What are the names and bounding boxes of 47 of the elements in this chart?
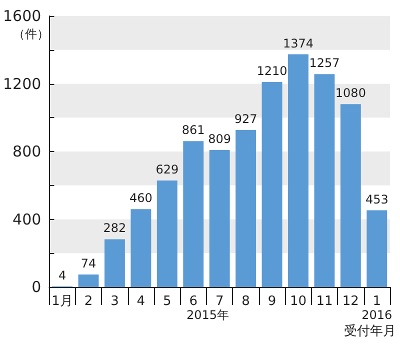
- y-tick-label: 800: [12, 142, 42, 160]
- x-tick-label: 12: [342, 294, 359, 309]
- text: 2016: [362, 308, 392, 322]
- bar: [183, 141, 204, 287]
- x-tick-label: 10: [290, 294, 307, 309]
- data-label: 74: [80, 256, 96, 270]
- data-label: 809: [208, 132, 232, 146]
- x-tick-label: 4: [136, 294, 146, 309]
- bar: [262, 82, 282, 287]
- data-label: 927: [234, 112, 258, 126]
- text: 2015年: [186, 308, 230, 322]
- bar: [288, 54, 308, 287]
- data-label: 453: [365, 192, 388, 206]
- data-label: 1210: [256, 64, 288, 78]
- x-tick-label: 11: [316, 294, 333, 309]
- bar: [104, 239, 125, 287]
- x-tick-label: 2: [84, 294, 93, 309]
- y-tick-label: 1600: [2, 7, 42, 25]
- x-tick-label: 8: [242, 294, 250, 309]
- bar: [78, 274, 99, 287]
- bar: [340, 104, 361, 287]
- bar: [314, 74, 335, 287]
- data-label: 861: [182, 123, 205, 138]
- data-label: 1080: [335, 86, 366, 100]
- x-tick-label: 1月: [52, 294, 73, 309]
- x-tick-label: 9: [268, 294, 276, 309]
- data-label: 1374: [282, 36, 314, 50]
- x-axis-title: 受付年月: [344, 324, 396, 339]
- y-tick-label: 1200: [2, 74, 42, 93]
- x-tick-label: 5: [163, 294, 172, 309]
- x-tick-label: 6: [189, 294, 198, 309]
- y-axis-title: （件）: [13, 27, 50, 41]
- bar: [130, 209, 152, 287]
- bar: [236, 130, 256, 287]
- data-label: 1257: [309, 56, 340, 70]
- x-tick-label: 1: [372, 294, 382, 309]
- y-tick-label: 400: [12, 210, 42, 228]
- bar: [156, 180, 178, 287]
- bar: [209, 150, 230, 287]
- x-tick-label: 7: [215, 294, 224, 309]
- data-label: 282: [103, 221, 126, 236]
- data-label: 460: [129, 191, 152, 206]
- data-label: 629: [156, 162, 179, 176]
- x-tick-label: 3: [110, 294, 119, 309]
- y-tick-label: 0: [32, 278, 42, 296]
- bar: [366, 210, 388, 287]
- data-label: 4: [58, 268, 66, 282]
